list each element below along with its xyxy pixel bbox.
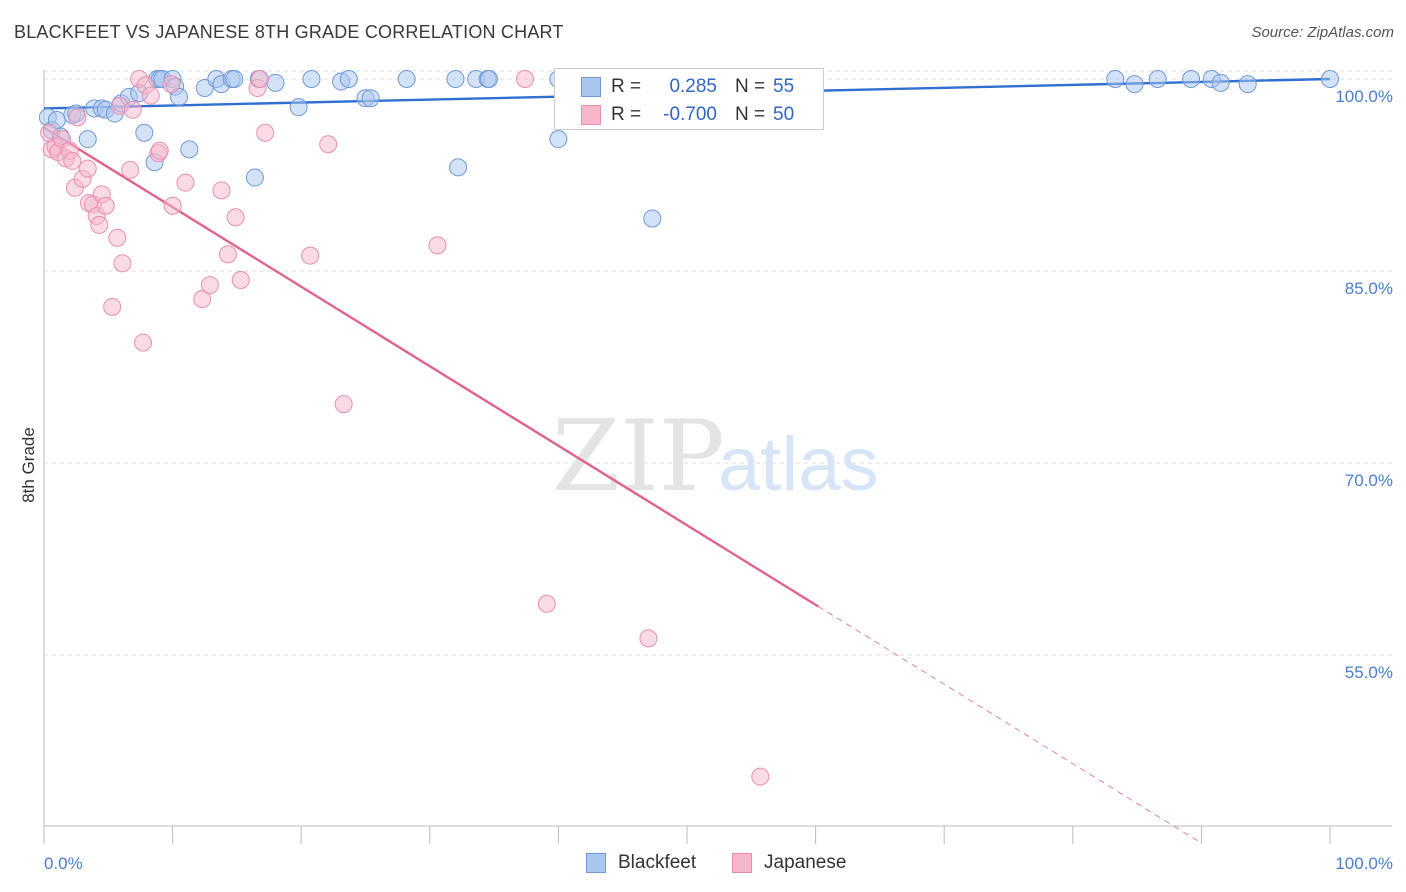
japanese-trendline xyxy=(43,126,819,608)
r-label: R = xyxy=(611,104,642,125)
axis-layer xyxy=(43,70,1392,844)
blackfeet-point xyxy=(1125,75,1144,94)
blackfeet-point xyxy=(225,70,244,88)
blackfeet-point xyxy=(266,73,285,92)
japanese-point xyxy=(90,215,109,234)
japanese-point xyxy=(78,159,97,178)
japanese-point xyxy=(150,141,169,160)
blackfeet-point xyxy=(397,70,416,88)
y-tick-label: 70.0% xyxy=(1345,471,1393,490)
japanese-point xyxy=(751,767,770,786)
blackfeet-point xyxy=(1238,75,1257,94)
blackfeet-point xyxy=(1182,70,1201,88)
correlation-legend: R = 0.285 N = 55 R = -0.700 N = 50 xyxy=(554,68,824,130)
japanese-point xyxy=(231,270,250,289)
japanese-n-value: 50 xyxy=(773,104,795,125)
chart-title: BLACKFEET VS JAPANESE 8TH GRADE CORRELAT… xyxy=(14,22,564,42)
x-tick-label-start: 0.0% xyxy=(44,854,83,873)
japanese-r-value: -0.700 xyxy=(663,104,717,125)
blackfeet-point xyxy=(302,70,321,88)
japanese-point xyxy=(96,196,115,215)
japanese-point xyxy=(251,70,270,88)
japanese-point xyxy=(113,254,132,273)
blackfeet-point xyxy=(1148,70,1167,88)
japanese-point xyxy=(226,208,245,227)
japanese-point xyxy=(218,245,237,264)
blackfeet-swatch xyxy=(581,77,601,97)
japanese-point xyxy=(68,108,87,127)
japanese-point xyxy=(134,333,153,352)
japanese-point xyxy=(193,290,212,309)
blackfeet-point xyxy=(479,70,498,88)
y-tick-label: 55.0% xyxy=(1345,663,1393,682)
japanese-point xyxy=(176,173,195,192)
blackfeet-r-value: 0.285 xyxy=(669,76,717,97)
blackfeet-point xyxy=(180,140,199,159)
japanese-point xyxy=(334,395,353,414)
r-label: R = xyxy=(611,76,642,97)
japanese-point xyxy=(428,236,447,255)
japanese-point xyxy=(515,70,534,88)
source-label: Source: ZipAtlas.com xyxy=(1251,24,1394,41)
japanese-point xyxy=(141,86,160,105)
japanese-point xyxy=(123,100,142,119)
japanese-point xyxy=(301,246,320,265)
japanese-point xyxy=(63,151,82,170)
tick-labels: 100.0% 85.0% 70.0% 55.0% 0.0% 100.0% xyxy=(44,87,1393,873)
japanese-trendline-extension xyxy=(817,605,1202,844)
blackfeet-point xyxy=(361,89,380,108)
japanese-point xyxy=(319,135,338,154)
japanese-point xyxy=(163,196,182,215)
blackfeet-n-value: 55 xyxy=(773,76,795,97)
data-points xyxy=(38,70,1339,786)
blackfeet-point xyxy=(1321,70,1339,88)
blackfeet-legend-label: Blackfeet xyxy=(618,852,697,873)
blackfeet-point xyxy=(446,70,465,88)
blackfeet-legend-swatch xyxy=(586,853,606,873)
legend-row-japanese: R = -0.700 N = 50 xyxy=(555,101,823,129)
blackfeet-point xyxy=(549,130,568,149)
blackfeet-point xyxy=(339,70,358,88)
legend-row-blackfeet: R = 0.285 N = 55 xyxy=(555,73,823,101)
n-label: N = xyxy=(735,104,766,125)
japanese-swatch xyxy=(581,105,601,125)
n-label: N = xyxy=(735,76,766,97)
japanese-point xyxy=(162,75,181,94)
japanese-point xyxy=(212,181,231,200)
blackfeet-point xyxy=(1106,70,1125,88)
blackfeet-point xyxy=(245,168,264,187)
blackfeet-point xyxy=(78,130,97,149)
blackfeet-point xyxy=(1211,73,1230,92)
japanese-legend-swatch xyxy=(732,853,752,873)
y-tick-label: 85.0% xyxy=(1345,279,1393,298)
grid-layer xyxy=(44,70,1392,656)
x-tick-label-end: 100.0% xyxy=(1335,854,1393,873)
watermark-atlas: atlas xyxy=(718,422,879,507)
y-axis-label: 8th Grade xyxy=(19,427,38,503)
y-tick-label: 100.0% xyxy=(1335,87,1393,106)
japanese-point xyxy=(256,123,275,142)
blackfeet-point xyxy=(135,123,154,142)
japanese-point xyxy=(200,276,219,295)
japanese-point xyxy=(639,629,658,648)
japanese-legend-label: Japanese xyxy=(764,852,847,873)
watermark: ZIP atlas xyxy=(552,400,879,514)
blackfeet-point xyxy=(289,98,308,117)
japanese-point xyxy=(537,594,556,613)
blackfeet-point xyxy=(449,158,468,177)
japanese-point xyxy=(121,160,140,179)
blackfeet-point xyxy=(643,209,662,228)
japanese-point xyxy=(108,228,127,247)
japanese-point xyxy=(103,297,122,316)
